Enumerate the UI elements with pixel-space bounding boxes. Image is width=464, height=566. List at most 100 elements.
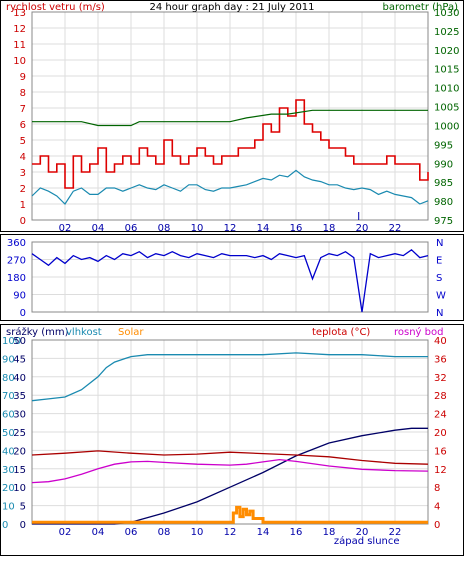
left-tick-label: 30 — [2, 465, 15, 476]
right-tick-label: 4 — [434, 502, 440, 513]
left-tick-label: 10 — [13, 56, 26, 67]
x-tick-label: 20 — [356, 223, 369, 232]
left-tick-label: 7 — [20, 104, 26, 115]
x-tick-label: 16 — [290, 223, 303, 232]
left-tick-label: 40 — [2, 446, 15, 457]
x-tick-label: 16 — [290, 527, 303, 538]
right-tick-label: 1020 — [434, 46, 459, 57]
plot-frame — [31, 339, 429, 525]
x-tick-label: 08 — [158, 223, 171, 232]
left-tick-label: 3 — [20, 168, 26, 179]
left-axis-label: rychlost vetru (m/s) — [6, 2, 105, 13]
right-tick-label: 1000 — [434, 121, 459, 132]
x-tick-label: 22 — [389, 527, 402, 538]
x-tick-label: 06 — [125, 223, 138, 232]
left-tick-label: 12 — [13, 24, 26, 35]
left-rain-tick-label: 30 — [13, 410, 26, 421]
left-rain-tick-label: 35 — [13, 391, 26, 402]
series-pressure — [32, 109, 428, 127]
left-rain-tick-label: 5 — [20, 502, 26, 513]
left-tick-label: 20 — [2, 483, 15, 494]
chart-title: 24 hour graph day : 21 July 2011 — [149, 2, 314, 13]
x-tick-label: 04 — [92, 527, 105, 538]
left-tick-label: 8 — [20, 88, 26, 99]
right-tick-label: 1010 — [434, 84, 459, 95]
compass-label: S — [436, 273, 442, 284]
left-rain-tick-label: 15 — [13, 465, 26, 476]
right-tick-label: 36 — [434, 354, 447, 365]
right-tick-label: 990 — [434, 159, 453, 170]
left-tick-label: 0 — [2, 520, 8, 531]
left-rain-tick-label: 50 — [13, 336, 26, 347]
right-tick-label: 28 — [434, 391, 447, 402]
right-tick-label: 40 — [434, 336, 447, 347]
series-direction — [31, 248, 429, 313]
x-tick-label: 14 — [257, 223, 270, 232]
right-axis-label: barometr (hPa) — [383, 2, 459, 13]
left-tick-label: 13 — [13, 8, 26, 19]
left-rain-tick-label: 45 — [13, 354, 26, 365]
left-tick-label: 90 — [13, 291, 26, 302]
sunset-label: západ slunce — [334, 231, 400, 232]
series-gust — [32, 99, 429, 189]
left-tick-label: 180 — [7, 273, 26, 284]
plot-frame — [31, 11, 429, 221]
left-tick-label: 5 — [20, 136, 26, 147]
left-tick-label: 11 — [13, 40, 26, 51]
compass-label: W — [436, 291, 446, 302]
x-tick-label: 04 — [92, 223, 105, 232]
left-tick-label: 9 — [20, 72, 26, 83]
left-tick-label: 70 — [2, 391, 15, 402]
right-tick-label: 995 — [434, 140, 453, 151]
compass-label: E — [436, 256, 442, 267]
x-tick-label: 18 — [323, 527, 336, 538]
x-tick-label: 18 — [323, 223, 336, 232]
compass-label: N — [436, 308, 443, 319]
x-tick-label: 02 — [59, 223, 72, 232]
x-tick-label: 20 — [356, 527, 369, 538]
right-tick-label: 8 — [434, 483, 440, 494]
series-temperature — [31, 450, 429, 465]
left-tick-label: 10 — [2, 502, 15, 513]
right-tick-label: 975 — [434, 216, 453, 227]
x-tick-label: 12 — [224, 223, 237, 232]
right-tick-label: 32 — [434, 373, 447, 384]
left-rain-tick-label: 0 — [20, 520, 26, 531]
solar-label: Solar — [118, 327, 144, 338]
rain-label: srážky (mm) — [6, 326, 69, 338]
right-tick-label: 1015 — [434, 65, 459, 76]
left-tick-label: 270 — [7, 256, 26, 267]
rain-humidity-temperature-chart: 0 010 520103015402050256030703580409045100… — [0, 324, 464, 556]
right-tick-label: 1025 — [434, 27, 459, 38]
x-tick-label: 22 — [389, 223, 402, 232]
x-tick-label: 10 — [191, 527, 204, 538]
series-solar — [32, 505, 428, 524]
right-tick-label: 12 — [434, 465, 447, 476]
x-tick-label: 08 — [158, 527, 171, 538]
left-rain-tick-label: 20 — [13, 446, 26, 457]
left-tick-label: 100 — [2, 336, 21, 347]
x-tick-label: 12 — [224, 527, 237, 538]
left-tick-label: 0 — [20, 308, 26, 319]
left-rain-tick-label: 10 — [13, 483, 26, 494]
wind-pressure-chart: 0123456789101112139759809859909951000100… — [0, 0, 464, 232]
left-tick-label: 80 — [2, 373, 15, 384]
left-tick-label: 0 — [20, 216, 26, 227]
right-tick-label: 1030 — [434, 8, 459, 19]
sunset-label: západ slunce — [334, 535, 400, 547]
dew-point-label: rosný bod — [394, 326, 443, 338]
left-tick-label: 60 — [2, 410, 15, 421]
left-tick-label: 50 — [2, 428, 15, 439]
series-speed — [31, 169, 429, 205]
left-rain-tick-label: 25 — [13, 428, 26, 439]
compass-label: N — [436, 238, 443, 249]
x-tick-label: 06 — [125, 527, 138, 538]
series-humidity — [31, 352, 428, 402]
plot-frame — [31, 241, 429, 313]
humidity-label: vlhkost — [66, 327, 102, 338]
right-tick-label: 1005 — [434, 103, 459, 114]
right-tick-label: 20 — [434, 428, 447, 439]
left-rain-tick-label: 40 — [13, 373, 26, 384]
right-tick-label: 24 — [434, 410, 447, 421]
